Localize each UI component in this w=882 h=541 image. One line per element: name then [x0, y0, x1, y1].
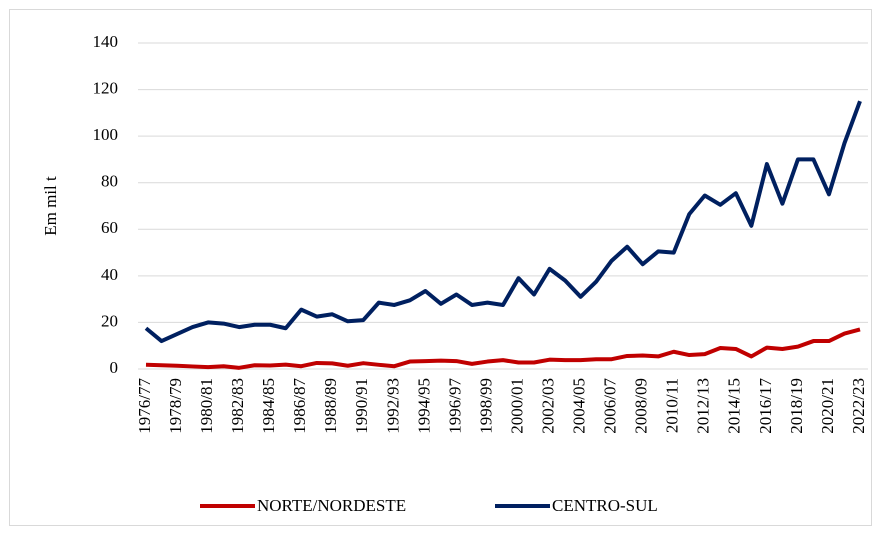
chart-frame	[9, 9, 872, 526]
y-tick-label: 20	[101, 311, 118, 330]
x-tick-label: 1990/91	[352, 378, 371, 434]
series-line	[145, 327, 861, 370]
x-tick-label: 2008/09	[632, 378, 651, 434]
y-tick-label: 40	[101, 265, 118, 284]
x-tick-label: 2020/21	[818, 378, 837, 434]
legend-label: NORTE/NORDESTE	[257, 496, 406, 515]
x-tick-label: 2002/03	[538, 378, 557, 434]
x-tick-label: 2016/17	[756, 378, 775, 434]
x-tick-label: 1982/83	[228, 378, 247, 434]
x-tick-label: 1992/93	[383, 378, 402, 434]
x-tick-label: 1994/95	[414, 378, 433, 434]
series-line	[144, 100, 862, 344]
y-tick-label: 0	[110, 358, 119, 377]
x-tick-label: 1984/85	[259, 378, 278, 434]
y-tick-label: 60	[101, 218, 118, 237]
x-tick-label: 2014/15	[725, 378, 744, 434]
y-tick-label: 140	[93, 32, 119, 51]
x-tick-label: 2004/05	[570, 378, 589, 434]
legend-label: CENTRO-SUL	[552, 496, 658, 515]
x-tick-label: 2010/11	[663, 378, 682, 433]
x-tick-label: 2022/23	[849, 378, 868, 434]
x-tick-label: 1998/99	[476, 378, 495, 434]
y-tick-label: 100	[93, 125, 119, 144]
x-tick-label: 1986/87	[290, 378, 309, 434]
y-tick-label: 120	[93, 78, 119, 97]
x-tick-label: 2012/13	[694, 378, 713, 434]
x-tick-label: 1980/81	[197, 378, 216, 434]
x-tick-label: 2006/07	[601, 378, 620, 434]
y-axis-label: Em mil t	[41, 176, 60, 236]
x-tick-label: 1996/97	[445, 378, 464, 434]
x-tick-label: 2000/01	[507, 378, 526, 434]
x-tick-label: 1978/79	[166, 378, 185, 434]
y-tick-label: 80	[101, 172, 118, 191]
x-tick-label: 1976/77	[135, 378, 154, 434]
x-tick-label: 2018/19	[787, 378, 806, 434]
x-tick-label: 1988/89	[321, 378, 340, 434]
